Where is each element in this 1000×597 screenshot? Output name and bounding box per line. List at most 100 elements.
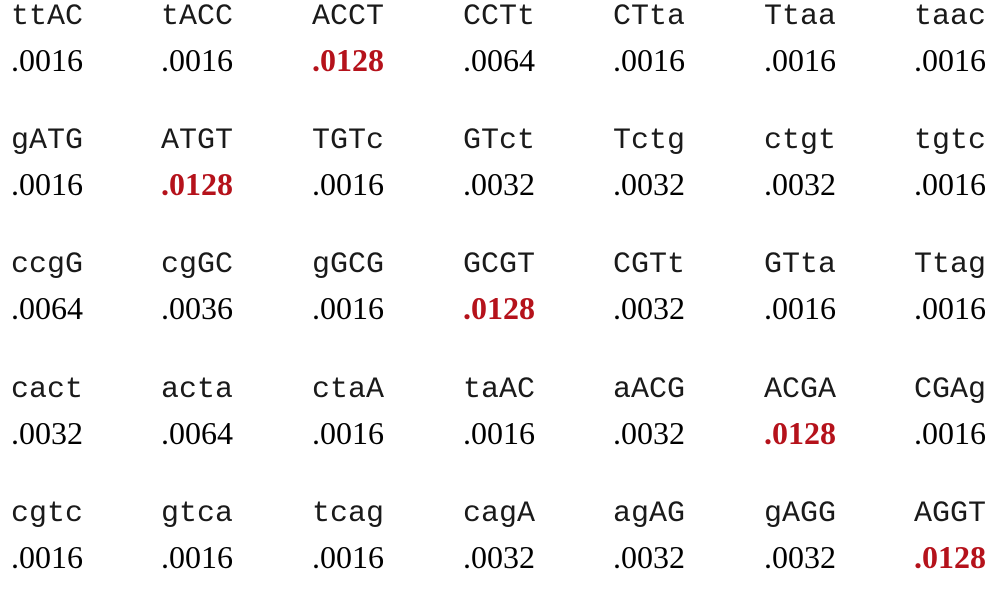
kmer-frequency: .0016 <box>914 415 986 451</box>
kmer-sequence: ttAC <box>10 0 83 34</box>
kmer-sequence: ACCT <box>311 0 384 34</box>
kmer-sequence: cgGC <box>160 248 233 282</box>
kmer-cell: agAG .0032 <box>574 497 724 597</box>
kmer-sequence: acta <box>160 373 233 407</box>
kmer-sequence: CGTt <box>612 248 685 282</box>
kmer-cell: cagA .0032 <box>424 497 574 597</box>
kmer-frequency-highlighted: .0128 <box>161 166 233 202</box>
kmer-sequence: Ttag <box>913 248 986 282</box>
kmer-cell: gtca .0016 <box>122 497 272 597</box>
kmer-cell: tcag .0016 <box>273 497 423 597</box>
kmer-sequence: agAG <box>612 497 685 531</box>
kmer-frequency: .0032 <box>463 166 535 202</box>
kmer-sequence: gGCG <box>311 248 384 282</box>
kmer-frequency: .0032 <box>613 539 685 575</box>
kmer-sequence: cgtc <box>10 497 83 531</box>
kmer-frequency: .0016 <box>312 539 384 575</box>
kmer-cell: gGCG .0016 <box>273 248 423 348</box>
kmer-sequence: TGTc <box>311 124 384 158</box>
kmer-cell: ACGA .0128 <box>725 373 875 473</box>
kmer-sequence: taAC <box>462 373 535 407</box>
kmer-frequency-grid: ttAC .0016 tACC .0016 ACCT .0128 CCTt .0064 CTta… <box>0 0 1000 575</box>
kmer-cell: ttAC .0016 <box>0 0 122 100</box>
kmer-frequency: .0064 <box>161 415 233 451</box>
kmer-cell: gATG .0016 <box>0 124 122 224</box>
kmer-frequency: .0016 <box>764 42 836 78</box>
kmer-frequency: .0016 <box>11 42 83 78</box>
kmer-frequency-highlighted: .0128 <box>312 42 384 78</box>
kmer-cell: acta .0064 <box>122 373 272 473</box>
kmer-frequency: .0016 <box>312 166 384 202</box>
kmer-sequence: tACC <box>160 0 233 34</box>
kmer-frequency: .0032 <box>613 290 685 326</box>
kmer-frequency: .0032 <box>463 539 535 575</box>
kmer-frequency: .0016 <box>312 290 384 326</box>
kmer-sequence: GCGT <box>462 248 535 282</box>
kmer-cell: AGGT .0128 <box>875 497 1000 597</box>
kmer-frequency: .0016 <box>312 415 384 451</box>
kmer-sequence: CGAg <box>913 373 986 407</box>
kmer-cell: CTta .0016 <box>574 0 724 100</box>
kmer-frequency: .0064 <box>11 290 83 326</box>
kmer-frequency: .0016 <box>914 166 986 202</box>
kmer-cell: CGTt .0032 <box>574 248 724 348</box>
kmer-sequence: ccgG <box>10 248 83 282</box>
kmer-sequence: Tctg <box>612 124 685 158</box>
kmer-frequency: .0032 <box>11 415 83 451</box>
kmer-frequency: .0036 <box>161 290 233 326</box>
kmer-cell: Tctg .0032 <box>574 124 724 224</box>
kmer-sequence: ctgt <box>763 124 836 158</box>
kmer-sequence: CCTt <box>462 0 535 34</box>
kmer-frequency: .0064 <box>463 42 535 78</box>
kmer-frequency: .0032 <box>764 166 836 202</box>
kmer-sequence: gtca <box>160 497 233 531</box>
kmer-sequence: CTta <box>612 0 685 34</box>
kmer-cell: gAGG .0032 <box>725 497 875 597</box>
kmer-frequency: .0032 <box>613 415 685 451</box>
kmer-sequence: Ttaa <box>763 0 836 34</box>
kmer-cell: GTta .0016 <box>725 248 875 348</box>
kmer-sequence: aACG <box>612 373 685 407</box>
kmer-cell: cgtc .0016 <box>0 497 122 597</box>
kmer-cell: GTct .0032 <box>424 124 574 224</box>
kmer-cell: tACC .0016 <box>122 0 272 100</box>
kmer-cell: tgtc .0016 <box>875 124 1000 224</box>
kmer-sequence: tcag <box>311 497 384 531</box>
kmer-cell: taAC .0016 <box>424 373 574 473</box>
kmer-cell: cgGC .0036 <box>122 248 272 348</box>
kmer-cell: ATGT .0128 <box>122 124 272 224</box>
kmer-cell: CCTt .0064 <box>424 0 574 100</box>
kmer-cell: Ttag .0016 <box>875 248 1000 348</box>
kmer-frequency: .0016 <box>11 539 83 575</box>
kmer-frequency-highlighted: .0128 <box>764 415 836 451</box>
kmer-frequency: .0016 <box>161 539 233 575</box>
kmer-sequence: ATGT <box>160 124 233 158</box>
kmer-sequence: GTct <box>462 124 535 158</box>
kmer-cell: ccgG .0064 <box>0 248 122 348</box>
kmer-frequency: .0032 <box>764 539 836 575</box>
kmer-frequency: .0016 <box>914 42 986 78</box>
kmer-frequency-highlighted: .0128 <box>914 539 986 575</box>
kmer-cell: taac .0016 <box>875 0 1000 100</box>
kmer-frequency: .0016 <box>613 42 685 78</box>
kmer-frequency-highlighted: .0128 <box>463 290 535 326</box>
kmer-cell: cact .0032 <box>0 373 122 473</box>
kmer-sequence: GTta <box>763 248 836 282</box>
kmer-sequence: tgtc <box>913 124 986 158</box>
kmer-sequence: gAGG <box>763 497 836 531</box>
kmer-cell: ACCT .0128 <box>273 0 423 100</box>
kmer-frequency: .0016 <box>463 415 535 451</box>
kmer-frequency: .0016 <box>11 166 83 202</box>
kmer-cell: Ttaa .0016 <box>725 0 875 100</box>
kmer-cell: aACG .0032 <box>574 373 724 473</box>
kmer-frequency: .0016 <box>914 290 986 326</box>
kmer-frequency: .0016 <box>161 42 233 78</box>
kmer-sequence: AGGT <box>913 497 986 531</box>
kmer-sequence: gATG <box>10 124 83 158</box>
kmer-cell: CGAg .0016 <box>875 373 1000 473</box>
kmer-cell: ctgt .0032 <box>725 124 875 224</box>
kmer-frequency: .0016 <box>764 290 836 326</box>
kmer-sequence: ACGA <box>763 373 836 407</box>
kmer-sequence: ctaA <box>311 373 384 407</box>
kmer-sequence: cagA <box>462 497 535 531</box>
